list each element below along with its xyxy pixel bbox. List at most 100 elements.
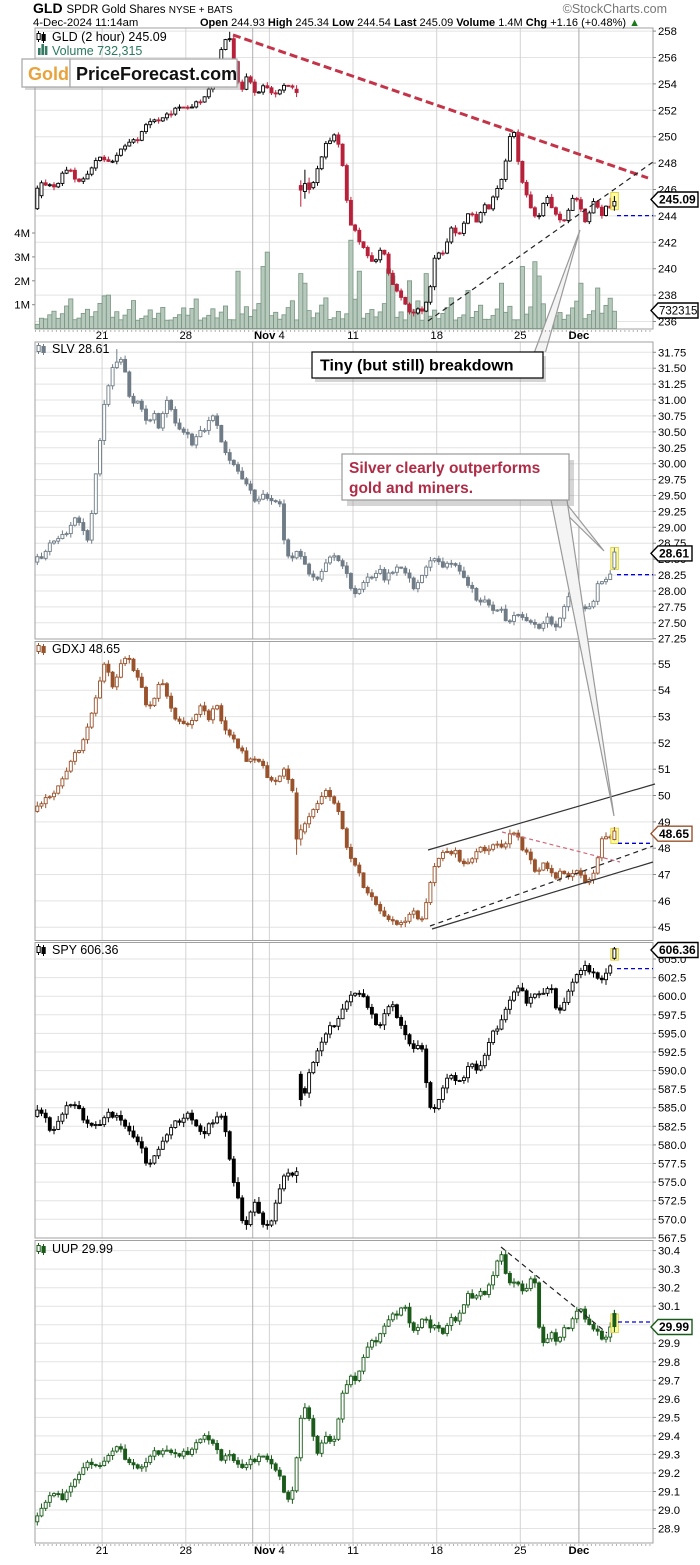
svg-text:Tiny (but still) breakdown: Tiny (but still) breakdown bbox=[320, 358, 514, 375]
svg-text:30.2: 30.2 bbox=[658, 1283, 680, 1295]
svg-text:30.25: 30.25 bbox=[658, 443, 686, 455]
svg-text:SLV 28.61: SLV 28.61 bbox=[52, 342, 110, 356]
svg-text:29.1: 29.1 bbox=[658, 1487, 680, 1499]
svg-text:30.1: 30.1 bbox=[658, 1301, 680, 1313]
svg-text:30.50: 30.50 bbox=[658, 427, 686, 439]
svg-text:30.3: 30.3 bbox=[658, 1264, 680, 1276]
svg-text:GLD (2 hour) 245.09: GLD (2 hour) 245.09 bbox=[52, 30, 167, 44]
svg-text:Dec: Dec bbox=[569, 1545, 590, 1557]
svg-text:25: 25 bbox=[514, 1545, 527, 1557]
svg-text:4M: 4M bbox=[14, 228, 30, 240]
svg-text:240: 240 bbox=[658, 264, 677, 276]
svg-text:21: 21 bbox=[96, 330, 109, 342]
svg-text:27.25: 27.25 bbox=[658, 634, 686, 646]
svg-text:2M: 2M bbox=[14, 276, 30, 288]
svg-text:48.65: 48.65 bbox=[659, 827, 689, 841]
svg-text:592.5: 592.5 bbox=[658, 1047, 686, 1059]
svg-text:©StockCharts.com: ©StockCharts.com bbox=[563, 2, 667, 16]
svg-text:25: 25 bbox=[514, 330, 527, 342]
svg-text:30.75: 30.75 bbox=[658, 411, 686, 423]
svg-text:595.0: 595.0 bbox=[658, 1028, 686, 1040]
svg-text:29.9: 29.9 bbox=[658, 1338, 680, 1350]
svg-text:30.4: 30.4 bbox=[658, 1246, 680, 1258]
svg-text:572.5: 572.5 bbox=[658, 1196, 686, 1208]
svg-text:1M: 1M bbox=[14, 300, 30, 312]
svg-text:256: 256 bbox=[658, 53, 677, 65]
svg-text:597.5: 597.5 bbox=[658, 1010, 686, 1022]
svg-text:29.00: 29.00 bbox=[658, 522, 686, 534]
svg-text:29.75: 29.75 bbox=[658, 475, 686, 487]
svg-text:52: 52 bbox=[658, 738, 671, 750]
svg-text:gold and miners.: gold and miners. bbox=[349, 480, 473, 497]
svg-text:45: 45 bbox=[658, 922, 671, 934]
svg-text:Gold: Gold bbox=[28, 64, 69, 84]
svg-text:UUP 29.99: UUP 29.99 bbox=[52, 1242, 113, 1256]
svg-text:29.4: 29.4 bbox=[658, 1431, 680, 1443]
svg-text:54: 54 bbox=[658, 685, 671, 697]
svg-text:31.75: 31.75 bbox=[658, 347, 686, 359]
svg-text:29.2: 29.2 bbox=[658, 1468, 680, 1480]
svg-text:47: 47 bbox=[658, 870, 671, 882]
svg-text:236: 236 bbox=[658, 317, 677, 329]
svg-text:48: 48 bbox=[658, 843, 671, 855]
svg-text:18: 18 bbox=[430, 330, 443, 342]
svg-text:28.61: 28.61 bbox=[659, 547, 689, 561]
svg-text:585.0: 585.0 bbox=[658, 1103, 686, 1115]
svg-text:29.0: 29.0 bbox=[658, 1505, 680, 1517]
svg-text:29.3: 29.3 bbox=[658, 1449, 680, 1461]
svg-text:Nov 4: Nov 4 bbox=[254, 330, 285, 342]
svg-text:Open 244.93 High 245.34 Low 24: Open 244.93 High 245.34 Low 244.54 Last … bbox=[200, 17, 640, 29]
svg-text:29.50: 29.50 bbox=[658, 491, 686, 503]
svg-text:242: 242 bbox=[658, 237, 677, 249]
svg-text:28: 28 bbox=[180, 330, 193, 342]
svg-text:238: 238 bbox=[658, 290, 677, 302]
svg-text:587.5: 587.5 bbox=[658, 1084, 686, 1096]
svg-text:28.25: 28.25 bbox=[658, 570, 686, 582]
svg-text:50: 50 bbox=[658, 791, 671, 803]
svg-text:732315: 732315 bbox=[659, 306, 697, 318]
svg-text:575.0: 575.0 bbox=[658, 1177, 686, 1189]
svg-text:27.50: 27.50 bbox=[658, 618, 686, 630]
svg-text:570.0: 570.0 bbox=[658, 1214, 686, 1226]
svg-text:602.5: 602.5 bbox=[658, 973, 686, 985]
svg-text:245.09: 245.09 bbox=[659, 193, 696, 207]
svg-text:53: 53 bbox=[658, 712, 671, 724]
svg-text:577.5: 577.5 bbox=[658, 1159, 686, 1171]
svg-text:600.0: 600.0 bbox=[658, 991, 686, 1003]
svg-text:Volume 732,315: Volume 732,315 bbox=[52, 44, 142, 58]
svg-text:29.7: 29.7 bbox=[658, 1375, 680, 1387]
svg-text:18: 18 bbox=[430, 1545, 443, 1557]
svg-text:Silver clearly outperforms: Silver clearly outperforms bbox=[349, 460, 540, 477]
svg-text:244: 244 bbox=[658, 211, 677, 223]
svg-text:31.00: 31.00 bbox=[658, 395, 686, 407]
svg-text:Dec: Dec bbox=[569, 330, 590, 342]
svg-text:46: 46 bbox=[658, 896, 671, 908]
svg-text:31.50: 31.50 bbox=[658, 363, 686, 375]
svg-text:31.25: 31.25 bbox=[658, 379, 686, 391]
svg-text:30.00: 30.00 bbox=[658, 459, 686, 471]
svg-text:29.99: 29.99 bbox=[659, 1320, 689, 1334]
svg-text:Nov 4: Nov 4 bbox=[254, 1545, 285, 1557]
svg-text:21: 21 bbox=[96, 1545, 109, 1557]
svg-text:28.9: 28.9 bbox=[658, 1524, 680, 1536]
svg-text:606.36: 606.36 bbox=[659, 943, 696, 957]
svg-text:SPY 606.36: SPY 606.36 bbox=[52, 943, 119, 957]
svg-text:28: 28 bbox=[180, 1545, 193, 1557]
svg-text:28.00: 28.00 bbox=[658, 586, 686, 598]
svg-text:55: 55 bbox=[658, 659, 671, 671]
svg-text:GDXJ 48.65: GDXJ 48.65 bbox=[52, 642, 120, 656]
svg-text:252: 252 bbox=[658, 105, 677, 117]
svg-text:11: 11 bbox=[347, 1545, 359, 1557]
svg-text:29.8: 29.8 bbox=[658, 1357, 680, 1369]
svg-text:580.0: 580.0 bbox=[658, 1140, 686, 1152]
svg-text:29.6: 29.6 bbox=[658, 1394, 680, 1406]
svg-text:29.5: 29.5 bbox=[658, 1412, 680, 1424]
svg-text:248: 248 bbox=[658, 158, 677, 170]
svg-text:258: 258 bbox=[658, 26, 677, 38]
svg-text:51: 51 bbox=[658, 764, 671, 776]
svg-text:250: 250 bbox=[658, 132, 677, 144]
svg-text:3M: 3M bbox=[14, 252, 30, 264]
svg-text:582.5: 582.5 bbox=[658, 1121, 686, 1133]
svg-text:PriceForecast.com: PriceForecast.com bbox=[76, 64, 237, 84]
svg-text:254: 254 bbox=[658, 79, 677, 91]
